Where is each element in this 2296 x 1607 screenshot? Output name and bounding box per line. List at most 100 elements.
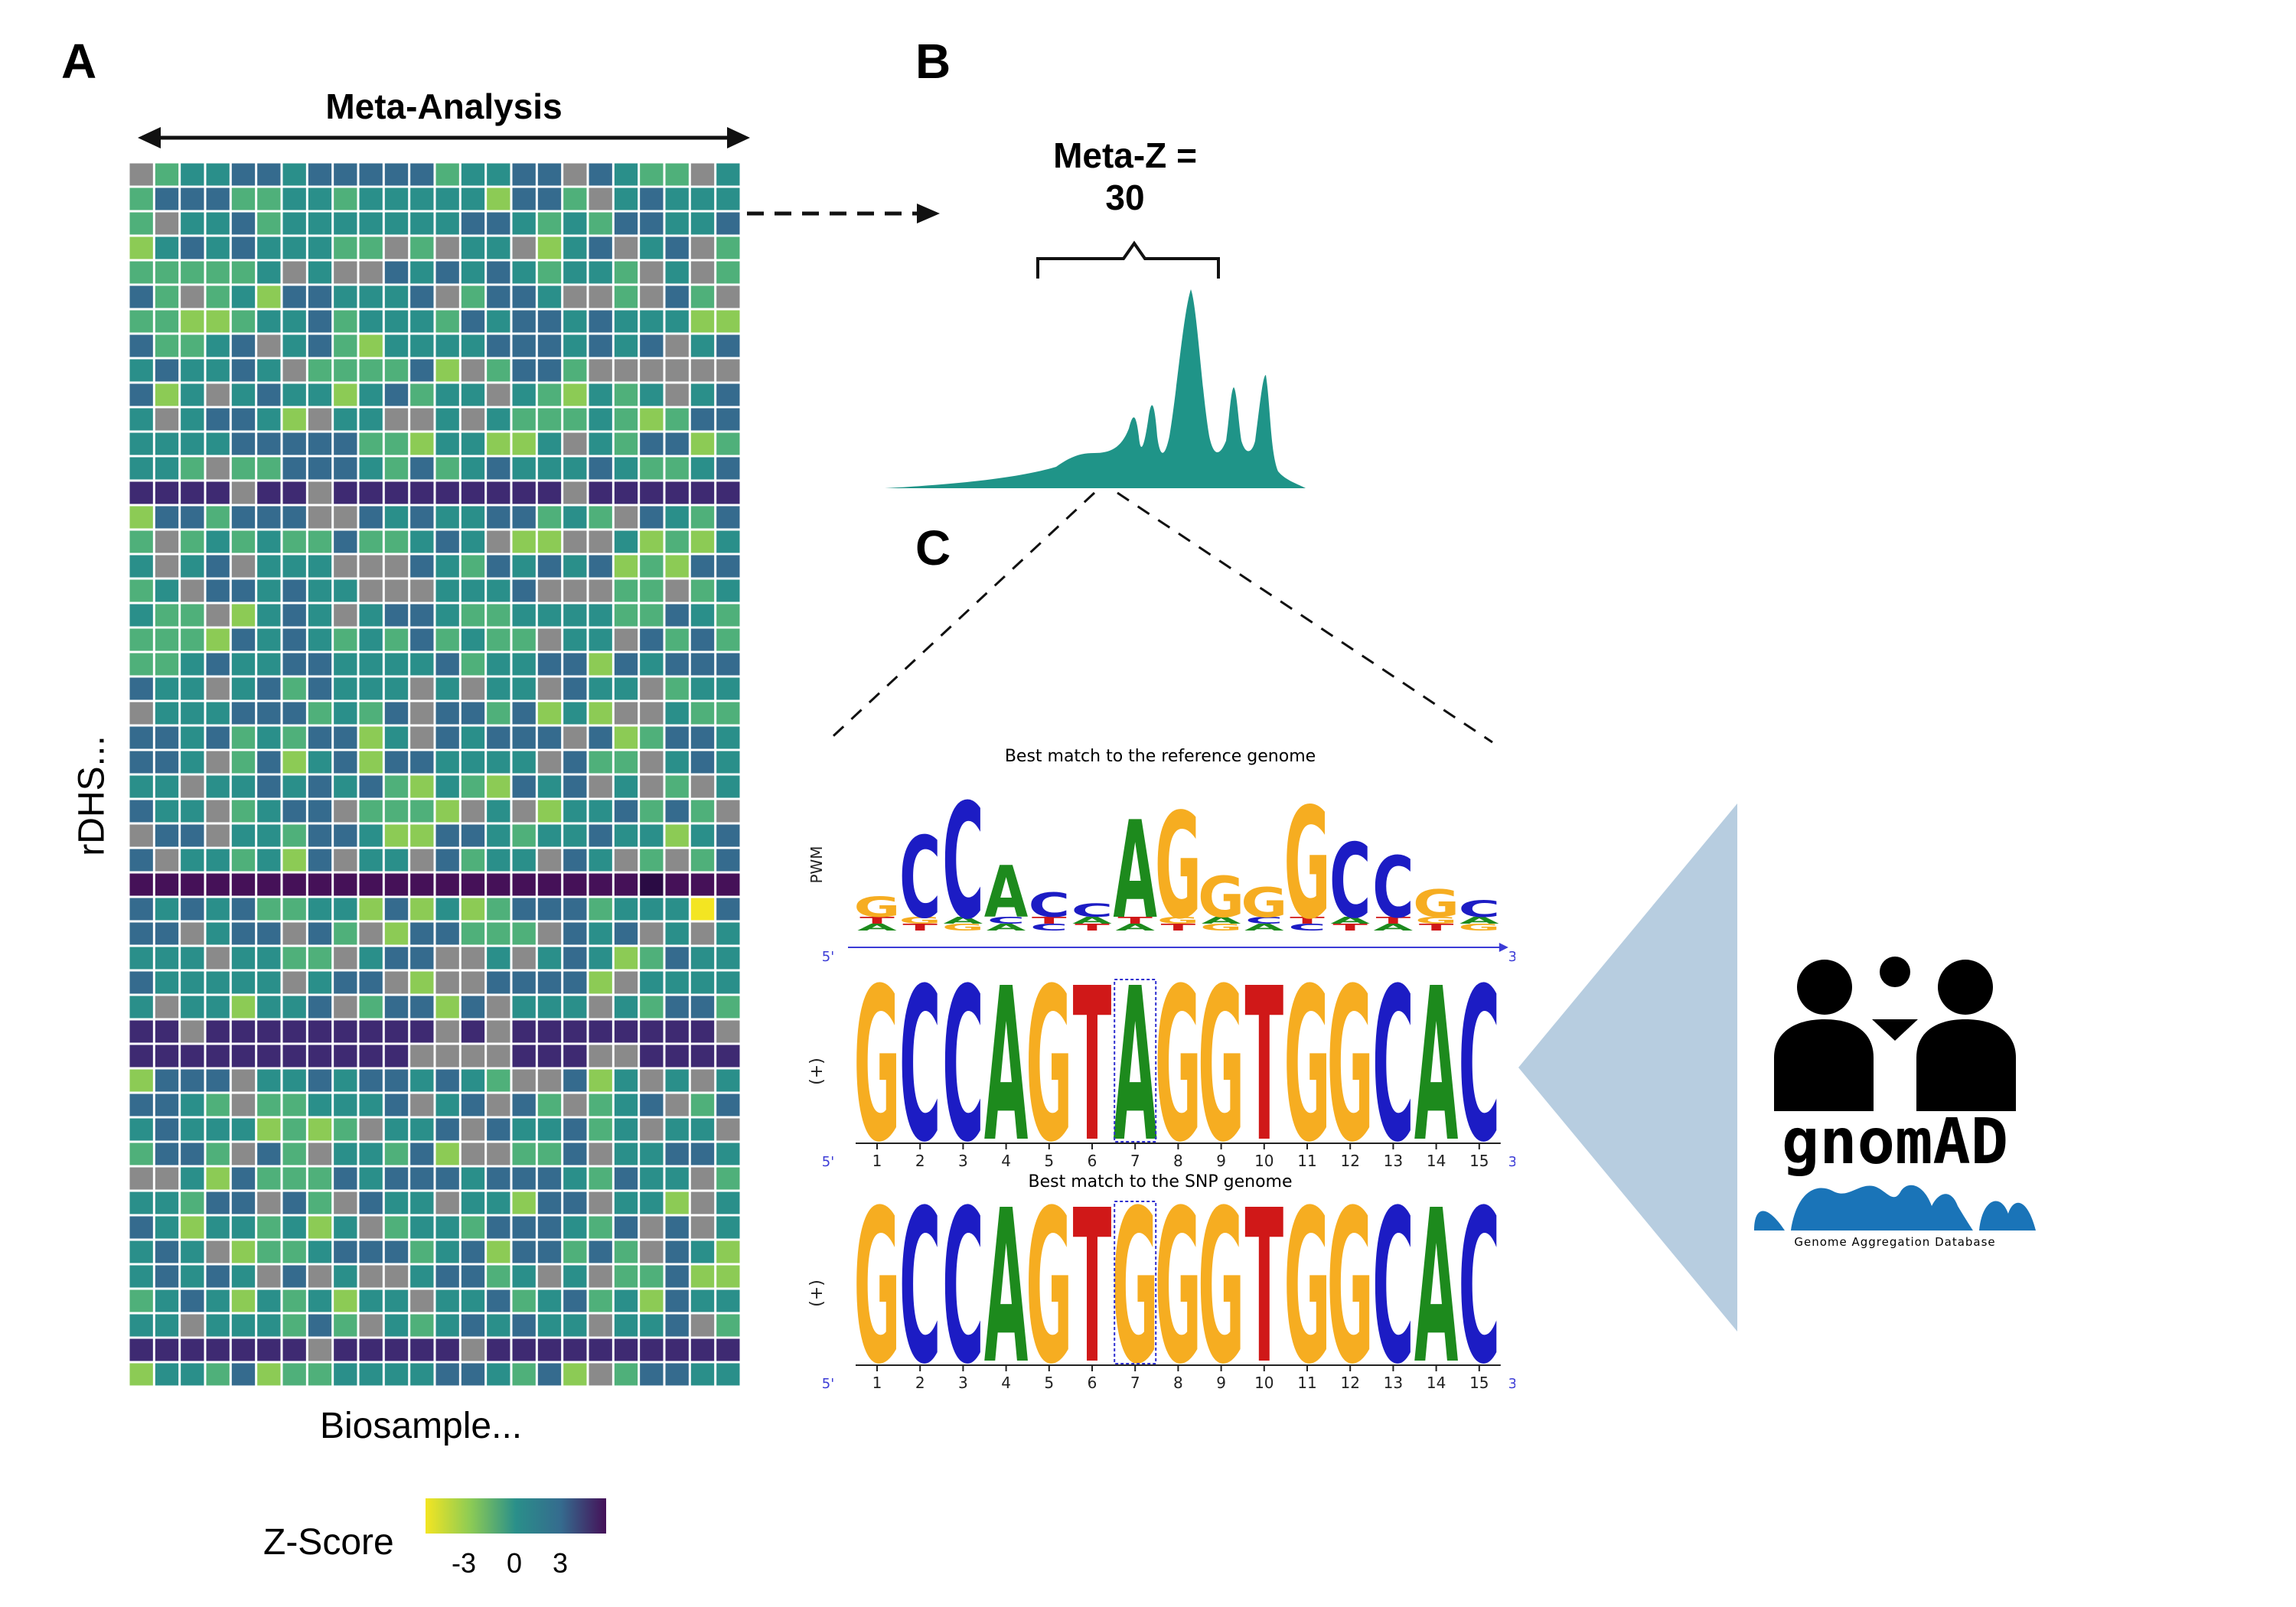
- heatmap-cell: [231, 383, 256, 406]
- heatmap-cell: [129, 187, 153, 210]
- heatmap-cell: [716, 236, 740, 259]
- heatmap-cell: [537, 1314, 562, 1337]
- heatmap-cell: [206, 1314, 230, 1337]
- heatmap-cell: [359, 555, 383, 578]
- heatmap-cell: [461, 481, 485, 504]
- heatmap-cell: [384, 971, 409, 994]
- panel-label-c: C: [915, 520, 951, 575]
- heatmap-cell: [308, 236, 332, 259]
- heatmap-cell: [537, 751, 562, 774]
- heatmap-cell: [206, 261, 230, 284]
- heatmap-cell: [155, 1265, 179, 1288]
- snp-letter: G: [854, 1194, 901, 1393]
- heatmap-cell: [487, 726, 510, 749]
- heatmap-cell: [563, 922, 587, 945]
- heatmap-cell: [512, 285, 536, 308]
- heatmap-cell: [461, 971, 485, 994]
- heatmap-cell: [640, 1094, 664, 1116]
- heatmap-cell: [206, 555, 230, 578]
- heatmap-cell: [410, 922, 434, 945]
- heatmap-cell: [384, 457, 409, 480]
- heatmap-cell: [614, 922, 638, 945]
- heatmap-cell: [563, 1069, 587, 1092]
- heatmap-cell: [129, 432, 153, 455]
- heatmap-cell: [282, 751, 306, 774]
- heatmap-cell: [537, 922, 562, 945]
- heatmap-cell: [665, 800, 689, 823]
- heatmap-cell: [487, 383, 510, 406]
- heatmap-cell: [129, 726, 153, 749]
- heatmap-cell: [461, 1045, 485, 1068]
- heatmap-cell: [181, 285, 204, 308]
- heatmap-cell: [716, 1240, 740, 1263]
- heatmap-cell: [334, 824, 357, 847]
- gnomad-wave-icon: [1754, 1185, 2036, 1231]
- ref-tick-label: 4: [1001, 1152, 1011, 1170]
- heatmap-cell: [384, 481, 409, 504]
- heatmap-cell: [181, 236, 204, 259]
- heatmap-cell: [129, 163, 153, 186]
- heatmap-cell: [334, 359, 357, 382]
- heatmap-cell: [181, 824, 204, 847]
- heatmap-cell: [589, 383, 612, 406]
- heatmap-cell: [334, 702, 357, 725]
- heatmap-cell: [308, 1289, 332, 1312]
- heatmap-cell: [155, 261, 179, 284]
- pwm-minor-letter: G: [899, 915, 941, 926]
- heatmap-cell: [257, 751, 281, 774]
- gnomad-name: gnomAD: [1781, 1106, 2009, 1178]
- heatmap-cell: [537, 1240, 562, 1263]
- heatmap-cell: [129, 996, 153, 1019]
- heatmap-cell: [384, 653, 409, 676]
- heatmap-cell: [716, 359, 740, 382]
- people-icon: [1774, 957, 2016, 1111]
- heatmap-cell: [410, 653, 434, 676]
- heatmap-cell: [461, 996, 485, 1019]
- heatmap-cell: [512, 1167, 536, 1190]
- heatmap-cell: [334, 1240, 357, 1263]
- heatmap-cell: [614, 1363, 638, 1386]
- heatmap-cell: [640, 408, 664, 431]
- heatmap-cell: [206, 530, 230, 553]
- heatmap-cell: [537, 1143, 562, 1165]
- heatmap-cell: [206, 212, 230, 235]
- heatmap-cell: [359, 457, 383, 480]
- heatmap-cell: [282, 334, 306, 357]
- heatmap-cell: [308, 677, 332, 700]
- heatmap-cell: [334, 481, 357, 504]
- heatmap-cell: [665, 653, 689, 676]
- heatmap-cell: [206, 579, 230, 602]
- heatmap-cell: [257, 898, 281, 921]
- heatmap-cell: [334, 800, 357, 823]
- heatmap-cell: [181, 604, 204, 627]
- snp-letter: G: [1327, 1194, 1374, 1393]
- heatmap-cell: [410, 873, 434, 896]
- heatmap-cell: [257, 555, 281, 578]
- heatmap-cell: [640, 261, 664, 284]
- heatmap-cell: [231, 187, 256, 210]
- heatmap-cell: [640, 996, 664, 1019]
- heatmap-cell: [614, 800, 638, 823]
- heatmap-cell: [640, 922, 664, 945]
- pwm-letter: G: [1155, 782, 1202, 951]
- heatmap-cell: [512, 1020, 536, 1043]
- snp-letter: T: [1244, 1194, 1283, 1393]
- heatmap-cell: [461, 726, 485, 749]
- heatmap-cell: [563, 1094, 587, 1116]
- heatmap-cell: [487, 579, 510, 602]
- snp-letter: G: [1284, 1194, 1331, 1393]
- heatmap-cell: [231, 628, 256, 651]
- heatmap-cell: [537, 971, 562, 994]
- heatmap-cell: [410, 261, 434, 284]
- heatmap-cell: [231, 555, 256, 578]
- heatmap-cell: [231, 873, 256, 896]
- heatmap-cell: [384, 604, 409, 627]
- heatmap-cell: [614, 1191, 638, 1214]
- heatmap-cell: [282, 1143, 306, 1165]
- heatmap-cell: [563, 873, 587, 896]
- heatmap-cell: [155, 1191, 179, 1214]
- heatmap-cell: [206, 408, 230, 431]
- heatmap-cell: [129, 236, 153, 259]
- heatmap-cell: [359, 800, 383, 823]
- heatmap-cell: [690, 457, 715, 480]
